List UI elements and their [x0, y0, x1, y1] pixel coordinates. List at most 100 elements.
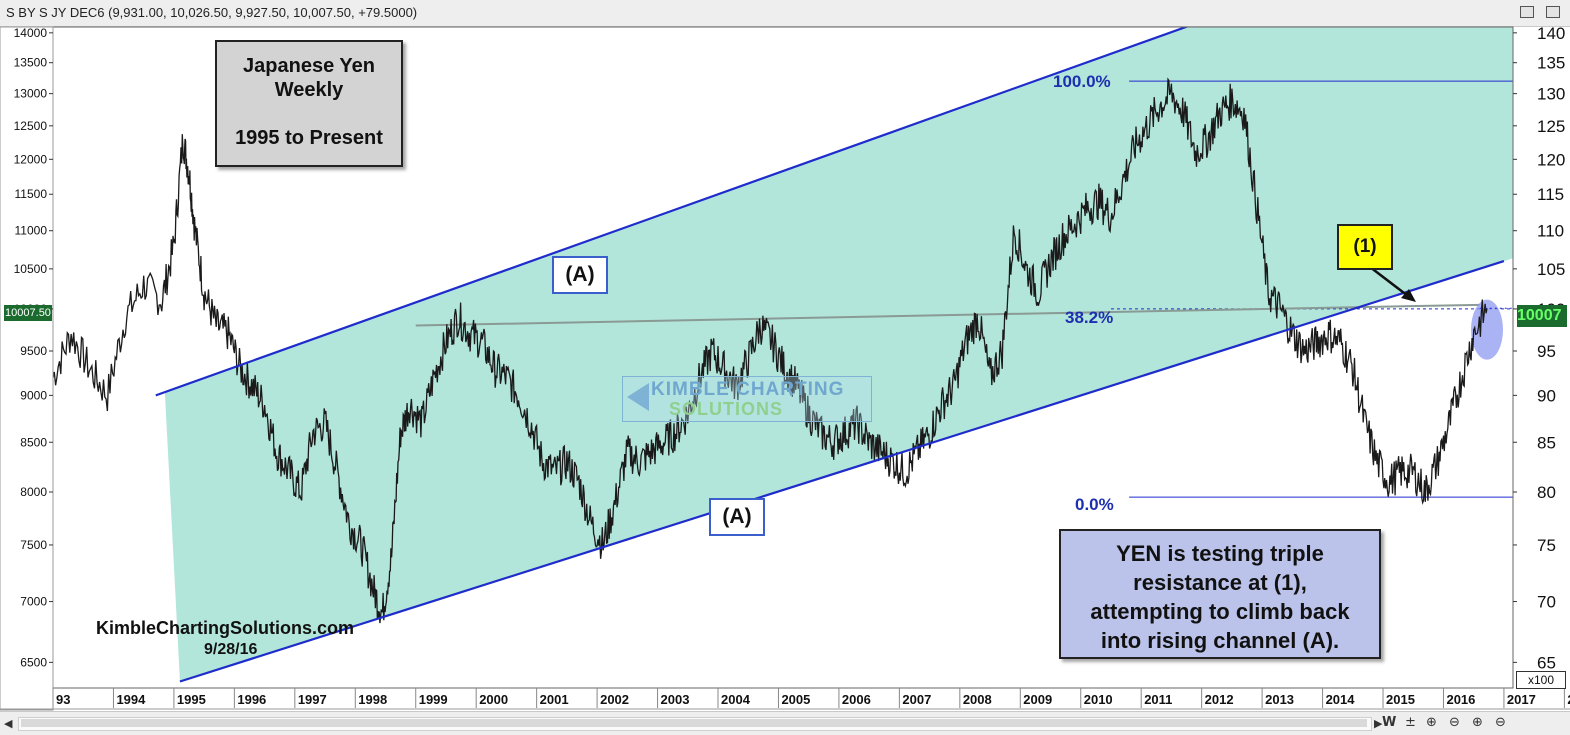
logo-line-1: KIMBLE CHARTING [651, 379, 845, 400]
y-left-tick-label: 9000 [20, 388, 47, 402]
y-right-tick-label: 110 [1537, 222, 1564, 241]
multiplier-badge: x100 [1516, 671, 1566, 689]
scrollbar-thumb[interactable] [21, 719, 1367, 727]
x-tick-label: 1995 [177, 692, 206, 707]
y-right-tick-label: 90 [1537, 386, 1556, 405]
plot-area [53, 27, 1513, 683]
x-tick-label: 2002 [600, 692, 629, 707]
x-tick-label: 2001 [540, 692, 569, 707]
x-tick-label: 2003 [661, 692, 690, 707]
y-right-tick-label: 115 [1537, 185, 1564, 204]
y-right-tick-label: 140 [1537, 24, 1565, 43]
y-left-tick-label: 6500 [20, 655, 47, 669]
title-line-1: Japanese Yen [243, 55, 375, 77]
channel-label-lower: (A) [709, 498, 765, 536]
watermark-date: 9/28/16 [204, 641, 258, 658]
left-axis-frame [0, 26, 54, 711]
y-left-tick-label: 10500 [14, 262, 48, 276]
x-tick-label: 2010 [1084, 692, 1113, 707]
y-right-tick-label: 70 [1537, 593, 1556, 612]
x-tick-label: 2016 [1446, 692, 1475, 707]
y-left-tick-label: 14000 [14, 26, 48, 40]
x-tick-label: 1994 [116, 692, 146, 707]
scroll-left-icon[interactable]: ◀ [4, 717, 13, 730]
y-right-tick-label: 80 [1537, 483, 1556, 502]
y-left-tick-label: 13500 [14, 56, 48, 70]
pan-icon[interactable]: ⊕ [1426, 715, 1437, 730]
x-tick-label: 1999 [419, 692, 448, 707]
maximize-icon[interactable] [1546, 6, 1560, 18]
fib-0-label: 0.0% [1075, 495, 1114, 514]
x-tick-label: 2004 [721, 692, 751, 707]
point-label-1: (1) [1337, 224, 1393, 270]
y-right-tick-label: 135 [1537, 54, 1565, 73]
zoom-out-icon[interactable]: ⊖ [1449, 715, 1460, 730]
reset-zoom-icon[interactable]: ⊖ [1495, 715, 1506, 730]
y-left-tick-label: 12000 [14, 152, 48, 166]
title-line-2: Weekly [274, 79, 344, 101]
annotation-note: YEN is testing triple resistance at (1),… [1059, 529, 1381, 659]
x-tick-label: 1998 [358, 692, 387, 707]
chart-bottom-bar: ◀ ▶ W ± ⊕ ⊖ ⊕ ⊖ [0, 711, 1570, 735]
window-title: S BY S JY DEC6 (9,931.00, 10,026.50, 9,9… [6, 5, 418, 20]
restore-icon[interactable] [1520, 6, 1534, 18]
x-tick-label: 2017 [1507, 692, 1536, 707]
title-line-4: 1995 to Present [235, 127, 383, 149]
watermark-site: KimbleChartingSolutions.com [96, 618, 355, 638]
fib-382-label: 38.2% [1065, 308, 1114, 327]
x-tick-label: 2014 [1326, 692, 1356, 707]
channel-lower-line [179, 260, 1505, 683]
note-line-4: into rising channel (A). [1100, 628, 1340, 653]
range-toggle-icon[interactable]: ± [1405, 715, 1416, 730]
y-right-tick-label: 120 [1537, 150, 1565, 169]
logo-line-2: SOLUTIONS [669, 399, 784, 419]
y-left-tick-label: 12500 [14, 119, 48, 133]
x-tick-label: 2011 [1144, 692, 1172, 707]
x-tick-label: 2015 [1386, 692, 1415, 707]
x-tick-label: 2007 [902, 692, 931, 707]
y-left-tick-label: 9500 [20, 344, 47, 358]
x-tick-label: 2005 [781, 692, 810, 707]
arrow-shaft [1369, 266, 1409, 297]
last-price-right-tag: 10007 [1517, 305, 1567, 327]
y-left-tick-label: 11500 [15, 187, 48, 201]
x-tick-label: 1997 [298, 692, 327, 707]
zoom-in-icon[interactable]: ⊕ [1472, 715, 1483, 730]
note-line-1: YEN is testing triple [1116, 541, 1324, 566]
arrow-head-icon [1401, 289, 1416, 302]
note-line-3: attempting to climb back [1090, 599, 1350, 624]
channel-label-upper: (A) [552, 256, 608, 294]
title-line-3 [217, 102, 401, 126]
y-right-tick-label: 105 [1537, 260, 1565, 279]
channel-upper-line [155, 27, 1190, 397]
y-right-tick-label: 65 [1537, 653, 1556, 672]
fib-100-label: 100.0% [1053, 72, 1111, 91]
y-left-tick-label: 11000 [15, 224, 48, 238]
y-right-tick-label: 75 [1537, 536, 1556, 555]
horizontal-scrollbar[interactable] [18, 717, 1372, 731]
x-tick-label: 2006 [842, 692, 871, 707]
scroll-right-icon[interactable]: ▶ [1374, 717, 1383, 730]
channel-fill [164, 27, 1513, 682]
note-line-2: resistance at (1), [1133, 570, 1307, 595]
y-left-tick-label: 8500 [20, 435, 47, 449]
x-tick-label: 20 [1567, 692, 1570, 707]
y-right-tick-label: 130 [1537, 85, 1565, 104]
chart-title-box: Japanese Yen Weekly 1995 to Present [215, 40, 403, 167]
y-right-tick-label: 85 [1537, 433, 1556, 452]
x-tick-label: 2012 [1205, 692, 1234, 707]
y-left-tick-label: 13000 [14, 87, 48, 101]
period-button[interactable]: W [1382, 715, 1397, 730]
price-series-line [53, 77, 1488, 624]
x-tick-label: 2008 [963, 692, 992, 707]
x-tick-label: 93 [56, 692, 70, 707]
y-left-tick-label: 8000 [20, 485, 47, 499]
last-price-left-tag: 10007.50 [4, 305, 52, 321]
logo-mark-icon [627, 383, 649, 411]
x-tick-label: 2009 [1023, 692, 1052, 707]
y-right-tick-label: 125 [1537, 117, 1565, 136]
y-left-tick-label: 7500 [20, 538, 47, 552]
resistance-line [415, 303, 1480, 327]
y-left-tick-label: 7000 [20, 595, 47, 609]
